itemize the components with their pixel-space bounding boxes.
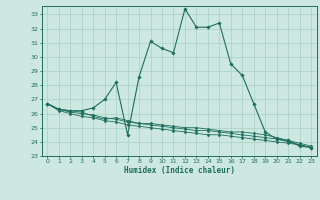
X-axis label: Humidex (Indice chaleur): Humidex (Indice chaleur) xyxy=(124,166,235,175)
